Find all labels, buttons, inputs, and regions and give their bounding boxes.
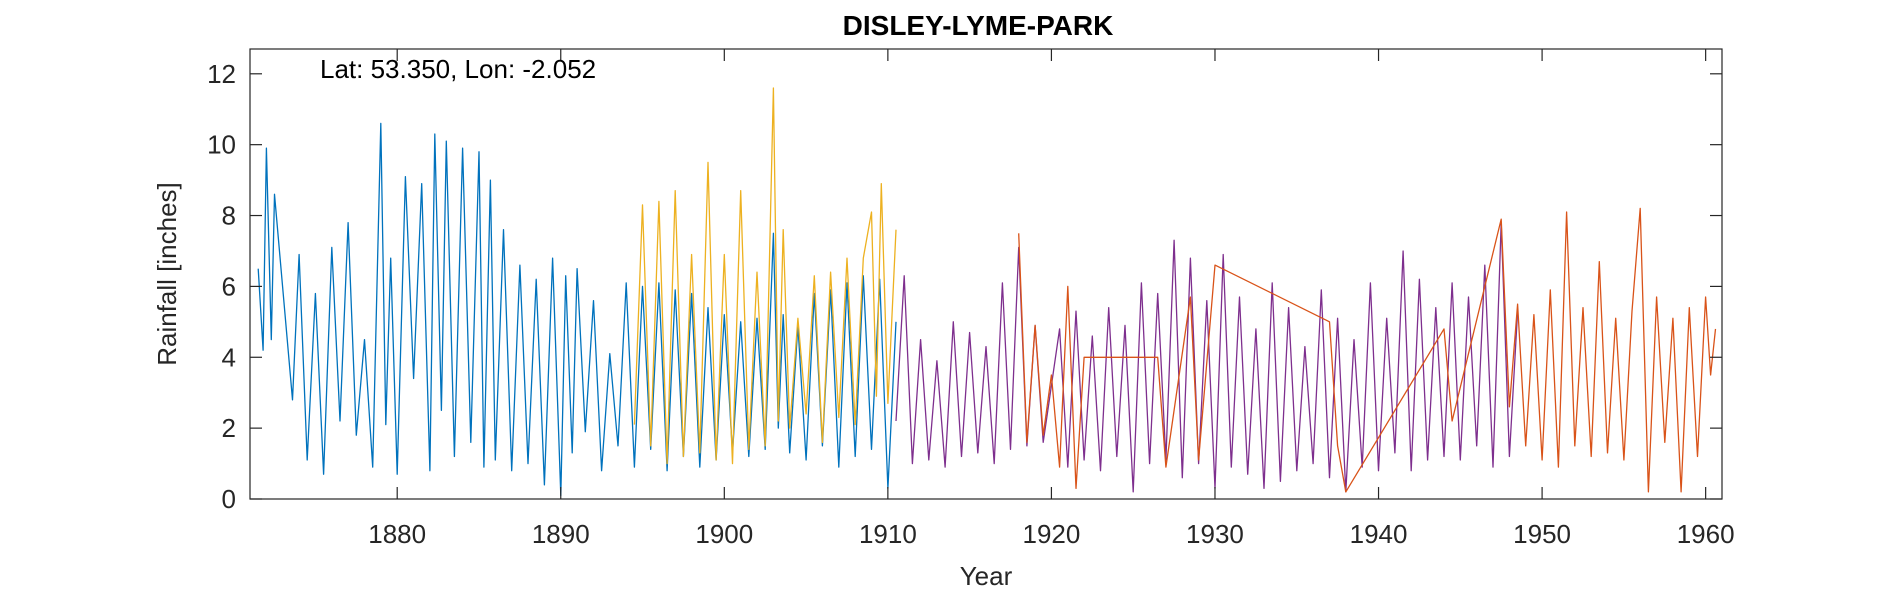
plot-frame [249,48,1723,500]
x-tick-label: 1960 [1677,519,1735,549]
x-axis-label: Year [960,561,1013,591]
y-axis-label: Rainfall [inches] [152,182,182,366]
x-tick-label: 1890 [532,519,590,549]
series-line-2 [633,87,897,465]
x-tick-label: 1950 [1513,519,1571,549]
x-tick-label: 1880 [368,519,426,549]
series-line-4 [1018,207,1717,493]
y-tick-label: 12 [207,59,236,89]
x-tick-label: 1910 [859,519,917,549]
chart-title: DISLEY-LYME-PARK [843,10,1114,41]
station-coordinates-annotation: Lat: 53.350, Lon: -2.052 [320,54,596,84]
plot-area [250,49,1722,499]
series-layer [257,87,1717,497]
x-tick-label: 1930 [1186,519,1244,549]
y-tick-label: 0 [222,484,236,514]
axes-layer: 1880 1890 1900 1910 1920 1930 1940 1950 1960 0 2 4 6… [207,49,1735,549]
series-line-1 [257,122,897,497]
series-line-3 [895,221,1519,493]
y-tick-label: 8 [222,201,236,231]
y-tick-label: 6 [222,271,236,301]
y-tick-label: 10 [207,130,236,160]
y-tick-label: 2 [222,413,236,443]
x-tick-label: 1920 [1023,519,1081,549]
y-tick-label: 4 [222,342,236,372]
x-tick-label: 1900 [695,519,753,549]
x-tick-label: 1940 [1350,519,1408,549]
